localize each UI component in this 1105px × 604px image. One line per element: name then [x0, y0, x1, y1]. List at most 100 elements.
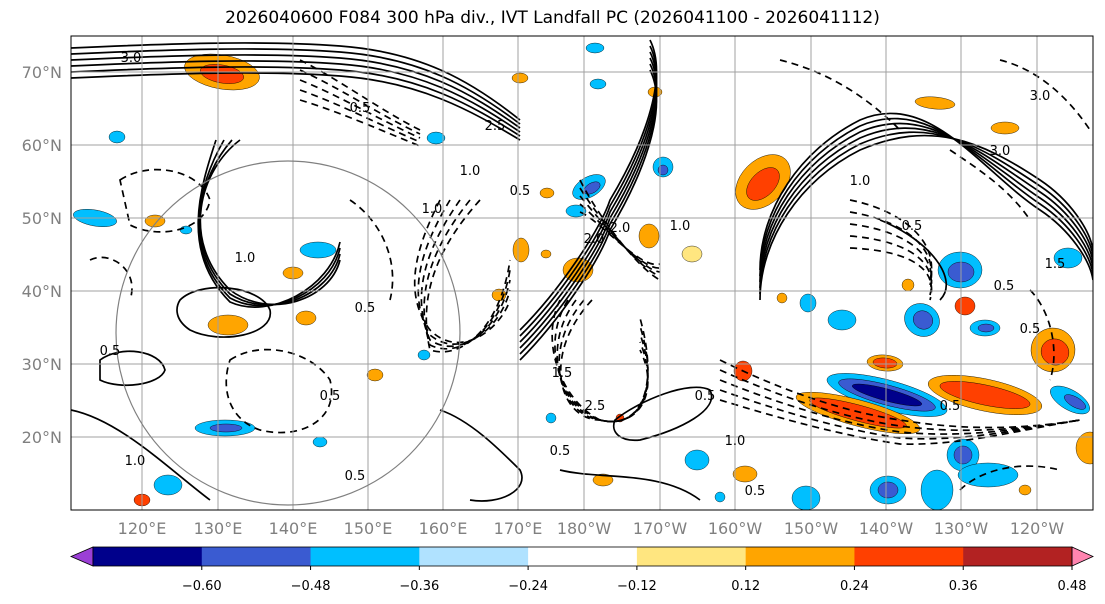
contour-value-label: 3.0: [1030, 89, 1051, 104]
contour-solid: [198, 139, 341, 306]
contour-value-label: 0.5: [902, 219, 923, 234]
contour-dashed: [579, 211, 661, 266]
divergence-blob: [681, 245, 703, 263]
lat-tick-label: 30°N: [22, 355, 62, 374]
colorbar-tick-label: −0.12: [617, 579, 657, 594]
map-content: 3.0 2.5 0.5 1.0 2.0 1.5 0.5 1.0 3.0 1.0 0.5 0.5 1.5 2…: [71, 36, 1093, 510]
divergence-blob: [746, 167, 780, 201]
lat-tick-label: 50°N: [22, 209, 62, 228]
divergence-blob: [901, 278, 915, 292]
divergence-blob: [851, 383, 923, 407]
divergence-blob: [714, 491, 726, 503]
divergence-blob: [913, 310, 933, 330]
contour-value-label: 1.0: [460, 164, 481, 179]
colorbar-segment: [310, 547, 420, 566]
contour-dashed: [299, 89, 421, 143]
contour-solid: [71, 54, 521, 129]
contour-dashed: [423, 199, 511, 350]
divergence-blob: [540, 249, 552, 259]
lon-tick-label: 170°W: [633, 519, 688, 538]
divergence-blob: [589, 78, 607, 90]
colorbar-tick-label: −0.36: [399, 579, 439, 594]
contour-value-label: 0.5: [550, 444, 571, 459]
lon-tick-label: 150°E: [344, 519, 393, 538]
latitude-labels: 70°N 60°N 50°N 40°N 30°N 20°N: [22, 63, 62, 447]
lon-tick-label: 120°E: [118, 519, 167, 538]
lon-tick-label: 130°E: [194, 519, 243, 538]
divergence-blob: [732, 465, 758, 483]
divergence-blob: [1075, 431, 1093, 465]
colorbar-segment: [201, 547, 312, 566]
contour-value-label: 0.5: [994, 279, 1015, 294]
divergence-blob: [1064, 394, 1086, 410]
lon-tick-label: 150°W: [784, 519, 839, 538]
lon-tick-label: 170°E: [494, 519, 543, 538]
map-frame: [70, 35, 1094, 511]
colorbar-segment: [528, 547, 638, 566]
contour-dashed: [719, 399, 1081, 446]
contour-value-label: 0.5: [510, 184, 531, 199]
contour-solid: [71, 48, 521, 125]
contour-dashed: [420, 199, 511, 347]
contour-value-label: 0.5: [100, 344, 121, 359]
divergence-blob: [108, 130, 126, 144]
colorbar-tick-label: 0.24: [840, 579, 869, 594]
contour-dashed: [949, 149, 1031, 221]
divergence-blob: [920, 469, 954, 510]
range-circle: [115, 160, 461, 506]
contour-value-label: 0.5: [695, 389, 716, 404]
divergence-blob: [684, 449, 710, 471]
colorbar-extension-low: [69, 546, 94, 567]
divergence-blob: [638, 223, 660, 249]
divergence-blob: [312, 436, 328, 448]
contour-solid: [71, 60, 521, 133]
contour-value-label: 1.0: [235, 251, 256, 266]
contour-solid: [198, 139, 341, 307]
contour-solid: [612, 386, 713, 442]
contour-dashed: [349, 199, 394, 301]
contour-dashed: [719, 369, 1081, 432]
contour-dashed: [959, 465, 1061, 491]
divergence-blob: [776, 292, 788, 304]
map-gridlines: [71, 36, 1093, 510]
colorbar-segment: [93, 547, 203, 566]
divergence-blob: [299, 241, 337, 259]
divergence-blob: [179, 225, 193, 235]
divergence-blob: [954, 296, 976, 316]
contour-dashed: [299, 59, 421, 131]
contour-value-label: 1.0: [850, 174, 871, 189]
contour-solid: [759, 112, 1093, 281]
contour-solid: [71, 409, 211, 501]
contour-dashed: [425, 199, 511, 353]
contour-dashed: [849, 223, 933, 291]
divergence-blob: [511, 72, 529, 84]
contour-value-label: 0.5: [355, 301, 376, 316]
lon-tick-label: 160°E: [419, 519, 468, 538]
colorbar-tick-label: −0.48: [291, 579, 331, 594]
contour-value-label: 1.0: [670, 219, 691, 234]
divergence-blob: [914, 96, 956, 110]
contour-solid: [879, 219, 947, 301]
contour-solid: [559, 469, 701, 501]
contour-value-label: 1.0: [422, 202, 443, 217]
contour-value-label: 0.5: [320, 389, 341, 404]
divergence-blob: [939, 381, 1031, 409]
divergence-blob: [791, 485, 821, 510]
divergence-blob: [417, 349, 431, 361]
colorbar-frame: [92, 546, 1073, 567]
contour-dashed: [299, 99, 421, 147]
divergence-blob: [1053, 247, 1083, 269]
contour-value-label: 1.0: [725, 434, 746, 449]
colorbar-tick-label: −0.24: [508, 579, 548, 594]
contour-dashed: [299, 79, 421, 139]
divergence-blob: [512, 237, 530, 263]
divergence-blob: [539, 187, 555, 199]
contour-value-label: 0.5: [345, 469, 366, 484]
contour-solid: [759, 131, 1093, 295]
colorbar-segment: [636, 547, 747, 566]
contour-dashed: [849, 247, 933, 301]
contour-value-label: 2.0: [584, 232, 605, 247]
divergence-blob: [592, 473, 614, 487]
contour-dashed: [579, 203, 661, 269]
contour-value-label: 2.5: [485, 119, 506, 134]
